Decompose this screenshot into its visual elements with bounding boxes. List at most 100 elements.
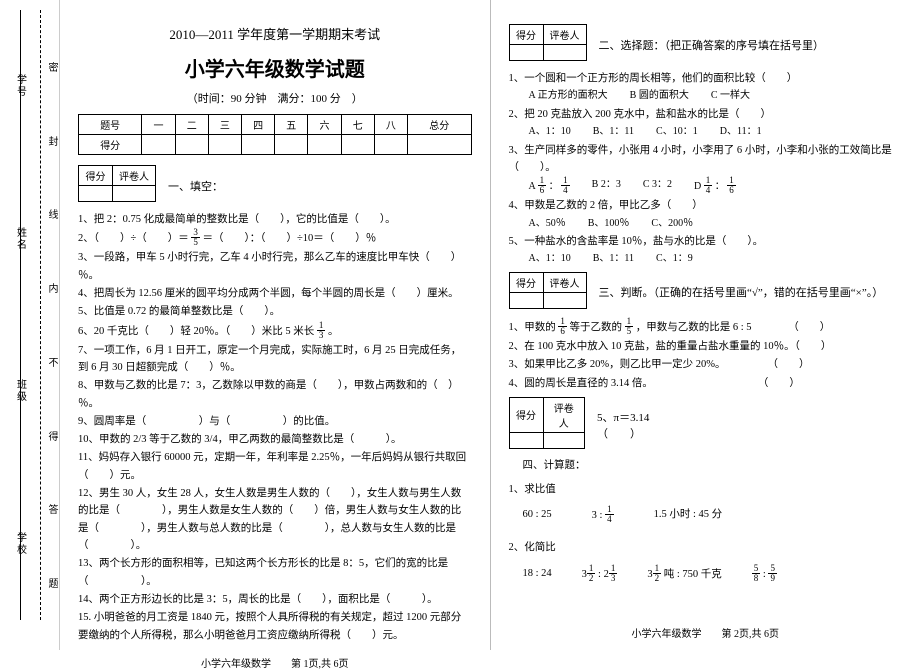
section3-questions: 1、甲数的 16 等于乙数的 15 ，甲数与乙数的比是 6 : 5 （ ） 2、…	[509, 317, 903, 393]
mini-cell	[113, 186, 156, 202]
footer-left: 小学六年级数学 第 1页,共 6页	[78, 645, 472, 670]
frac-den: 4	[704, 186, 713, 195]
q2-b: ＝（ ）：（ ）÷10＝（ ）％	[203, 233, 377, 244]
s4p2-items: 18 : 24 312 : 213 312 吨 : 750 千克 58 : 59	[509, 565, 903, 584]
seal-char: 不	[44, 357, 59, 367]
ratio-item: 1.5 小时 : 45 分	[654, 506, 723, 525]
ratio-suf: 吨 : 750 千克	[661, 569, 722, 580]
mini-cell	[79, 186, 113, 202]
score-cell: 八	[374, 115, 407, 135]
score-cell: 五	[275, 115, 308, 135]
opt: B、100％	[588, 216, 630, 233]
score-table: 题号 一 二 三 四 五 六 七 八 总分 得分	[78, 114, 472, 155]
right-page: 得分评卷人 二、选择题：（把正确答案的序号填在括号里） 1、一个圆和一个正方形的…	[491, 0, 920, 650]
q9: 9、圆周率是（ ）与（ ）的比值。	[78, 413, 472, 430]
score-value-row: 得分	[79, 135, 472, 155]
section4-title: 四、计算题：	[509, 457, 903, 474]
fraction: 16	[558, 317, 567, 336]
score-cell: 四	[242, 115, 275, 135]
q12: 12、男生 30 人，女生 28 人，女生人数是男生人数的（ ），女生人数与男生…	[78, 485, 472, 554]
opt: B、1：11	[593, 124, 634, 141]
s3q1-c: ，甲数与乙数的比是 6 : 5 （ ）	[636, 322, 831, 333]
mini-cell: 评卷人	[543, 397, 585, 432]
opt: B 2：3	[592, 177, 621, 196]
fraction: 59	[768, 564, 777, 583]
s3q4: 4、圆的周长是直径的 3.14 倍。 （ ）	[509, 375, 903, 392]
mini-cell: 评卷人	[543, 272, 586, 292]
ratio-item: 60 : 25	[523, 506, 552, 525]
q15: 15. 小明爸爸的月工资是 1840 元，按照个人具所得税的有关规定，超过 12…	[78, 609, 472, 644]
section4-questions: 1、求比值 60 : 25 3 : 14 1.5 小时 : 45 分 2、化简比…	[509, 480, 903, 598]
binding-fields: 学号 姓名 班级 学校	[2, 10, 38, 620]
mini-cell	[543, 292, 586, 308]
exam-year: 2010—2011 学年度第一学期期末考试	[78, 24, 472, 43]
score-cell	[341, 135, 374, 155]
opt: A、50％	[529, 216, 566, 233]
section4-title-row: 四、计算题：	[509, 457, 903, 474]
frac-den: 8	[752, 574, 761, 583]
frac-den: 5	[625, 327, 634, 336]
section2-title: 二、选择题：（把正确答案的序号填在括号里）	[599, 37, 825, 53]
mini-cell: 评卷人	[113, 166, 156, 186]
s2q1-opts: A 正方形的面积大 B 圆的面积大 C 一样大	[509, 88, 903, 105]
s2q4: 4、甲数是乙数的 2 倍，甲比乙多（ ）	[509, 197, 903, 214]
frac-den: 6	[538, 186, 547, 195]
s3q3: 3、如果甲比乙多 20%，则乙比甲一定少 20%。 （ ）	[509, 356, 903, 373]
mini-cell	[543, 432, 585, 448]
q11: 11、妈妈存入银行 60000 元，定期一年，年利率是 2.25％，一年后妈妈从…	[78, 449, 472, 484]
section4-head: 得分评卷人 5、π＝3.14 （ ）	[509, 397, 903, 453]
s3q2: 2、在 100 克水中放入 10 克盐，盐的重量占盐水重量的 10％。（ ）	[509, 338, 903, 355]
mini-cell	[543, 45, 586, 61]
opt: A 16 ： 14	[529, 177, 570, 196]
frac-den: 9	[768, 574, 777, 583]
grader-box: 得分评卷人	[509, 272, 587, 309]
s4p1-items: 60 : 25 3 : 14 1.5 小时 : 45 分	[509, 506, 903, 525]
seal-char: 线	[44, 209, 59, 219]
frac-den: 4	[561, 186, 570, 195]
q3: 3、一段路，甲车 5 小时行完，乙车 4 小时行完，那么乙车的速度比甲车快（ ）…	[78, 249, 472, 284]
q2-a: 2、（ ）÷（ ）＝	[78, 233, 189, 244]
ratio-item: 58 : 59	[752, 565, 777, 584]
section1-questions: 1、把 2：0.75 化成最简单的整数比是（ ），它的比值是（ ）。 2、（ ）…	[78, 210, 472, 645]
s4p1: 1、求比值	[509, 481, 903, 498]
fraction: 12	[653, 564, 662, 583]
mini-cell	[509, 432, 543, 448]
section2-questions: 1、一个圆和一个正方形的周长相等，他们的面积比较（ ） A 正方形的面积大 B …	[509, 69, 903, 268]
opt: C、1：9	[656, 251, 693, 268]
frac-den: 2	[653, 574, 662, 583]
fraction: 13	[317, 321, 326, 340]
mini-cell	[509, 292, 543, 308]
fraction: 14	[704, 176, 713, 195]
frac-den: 3	[609, 574, 618, 583]
s2q1: 1、一个圆和一个正方形的周长相等，他们的面积比较（ ）	[509, 70, 903, 87]
fraction: 12	[587, 564, 596, 583]
s2q5-opts: A、1：10 B、1：11 C、1：9	[509, 251, 903, 268]
frac-den: 6	[558, 327, 567, 336]
ratio-mid: :	[760, 569, 768, 580]
section2-head: 得分评卷人 二、选择题：（把正确答案的序号填在括号里）	[509, 24, 903, 65]
binding-margin: 学号 姓名 班级 学校 密 封 线 内 不 得 答 题	[0, 0, 60, 650]
q10: 10、甲数的 2/3 等于乙数的 3/4，甲乙两数的最简整数比是（ ）。	[78, 431, 472, 448]
fraction: 14	[605, 505, 614, 524]
q8: 8、甲数与乙数的比是 7：3，乙数除以甲数的商是（ ），甲数占两数和的（ ）％。	[78, 377, 472, 412]
score-cell	[374, 135, 407, 155]
opt: C 一样大	[711, 88, 750, 105]
s3q1-a: 1、甲数的	[509, 322, 556, 333]
q6-a: 6、20 千克比（ ）轻 20％。（ ）米比 5 米长	[78, 325, 314, 336]
score-cell: 一	[142, 115, 175, 135]
grader-box: 得分评卷人	[509, 397, 586, 449]
opt: B、1：11	[593, 251, 634, 268]
score-cell: 总分	[408, 115, 471, 135]
seal-char: 题	[44, 578, 59, 588]
score-cell: 二	[175, 115, 208, 135]
opt-pre: A	[529, 181, 538, 192]
s3q1-b: 等于乙数的	[570, 322, 623, 333]
opt-mid: ：	[715, 181, 725, 192]
section3-title: 三、判断。（正确的在括号里画“√”，错的在括号里画“×”。）	[599, 284, 884, 300]
frac-den: 2	[587, 574, 596, 583]
opt: C、200％	[651, 216, 693, 233]
ratio-item: 18 : 24	[523, 565, 552, 584]
field-school: 学校	[13, 532, 28, 556]
s2q2-opts: A、1：10 B、1：11 C、10：1 D、11：1	[509, 124, 903, 141]
score-cell	[408, 135, 471, 155]
